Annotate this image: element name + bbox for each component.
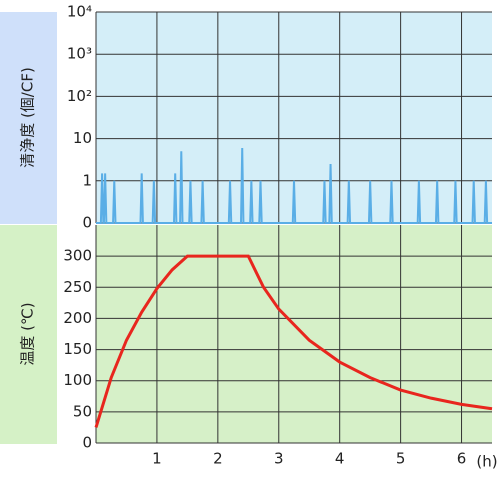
x-tick-label: 1 xyxy=(152,450,162,468)
y-tick-label: 250 xyxy=(63,278,92,296)
y-tick-label: 300 xyxy=(63,247,92,265)
y-tick-label: 10⁴ xyxy=(67,3,92,21)
plot-area xyxy=(96,225,492,443)
x-tick-label: 5 xyxy=(396,450,406,468)
x-tick-label: 6 xyxy=(457,450,467,468)
x-tick-label: 3 xyxy=(274,450,284,468)
y-tick-label: 150 xyxy=(63,340,92,358)
data-line xyxy=(94,254,493,428)
y-tick-label: 10 xyxy=(73,129,92,147)
y-tick-label: 50 xyxy=(73,402,92,420)
y-tick-label: 10² xyxy=(67,87,92,105)
y-tick-label: 0 xyxy=(82,434,92,452)
y-axis-label: 温度 (℃) xyxy=(19,302,37,365)
y-axis-label: 清浄度 (個/CF) xyxy=(19,67,37,168)
x-tick-label: 4 xyxy=(335,450,345,468)
label-panel xyxy=(0,225,57,444)
y-tick-label: 100 xyxy=(63,371,92,389)
x-axis-label: (h) xyxy=(476,453,497,471)
y-tick-label: 0 xyxy=(82,214,92,232)
y-tick-label: 1 xyxy=(82,171,92,189)
data-line xyxy=(96,147,492,224)
y-tick-label: 200 xyxy=(63,309,92,327)
y-tick-label: 10³ xyxy=(67,45,92,63)
label-panel xyxy=(0,12,57,224)
x-tick-label: 2 xyxy=(213,450,223,468)
